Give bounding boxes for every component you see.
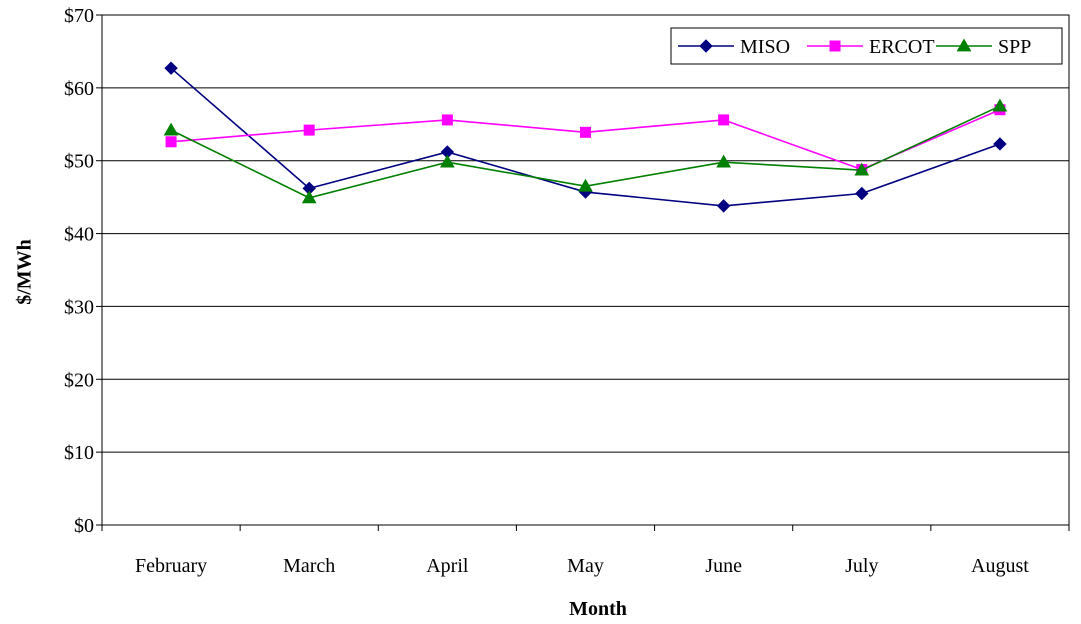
y-tick-label: $20 (64, 369, 94, 391)
x-tick-label: June (705, 555, 742, 577)
legend-marker (830, 41, 840, 51)
data-point-ercot (719, 115, 729, 125)
x-tick-label: February (135, 555, 207, 577)
plot-area (102, 15, 1069, 525)
x-tick-label: March (283, 555, 335, 577)
y-tick-label: $60 (64, 78, 94, 100)
x-axis-title: Month (569, 598, 627, 620)
x-tick-label: August (971, 555, 1029, 577)
y-tick-label: $40 (64, 224, 94, 246)
x-tick-label: May (567, 555, 604, 577)
y-tick-label: $0 (74, 515, 94, 537)
data-point-miso (856, 188, 868, 200)
x-tick-label: July (845, 555, 878, 577)
series-ercot (166, 105, 1005, 175)
data-point-spp (165, 124, 178, 135)
x-axis: February March April May June July August (102, 525, 1069, 577)
y-tick-label: $30 (64, 296, 94, 318)
data-point-spp (717, 156, 730, 167)
data-point-ercot (304, 125, 314, 135)
legend: MISO ERCOT SPP (671, 28, 1062, 64)
y-axis-title: $/MWh (14, 239, 36, 305)
legend-label: SPP (998, 36, 1031, 58)
data-point-ercot (581, 127, 591, 137)
legend-label: ERCOT (869, 36, 935, 58)
data-point-ercot (442, 115, 452, 125)
y-tick-label: $70 (64, 5, 94, 27)
y-axis: $0 $10 $20 $30 $40 $50 $60 $70 (64, 5, 102, 537)
data-point-miso (718, 200, 730, 212)
series-layer (165, 62, 1007, 212)
data-point-spp (441, 156, 454, 167)
x-tick-label: April (426, 555, 469, 577)
data-point-ercot (166, 137, 176, 147)
data-point-miso (994, 138, 1006, 150)
y-tick-label: $50 (64, 151, 94, 173)
legend-label: MISO (740, 36, 790, 58)
y-tick-label: $10 (64, 442, 94, 464)
